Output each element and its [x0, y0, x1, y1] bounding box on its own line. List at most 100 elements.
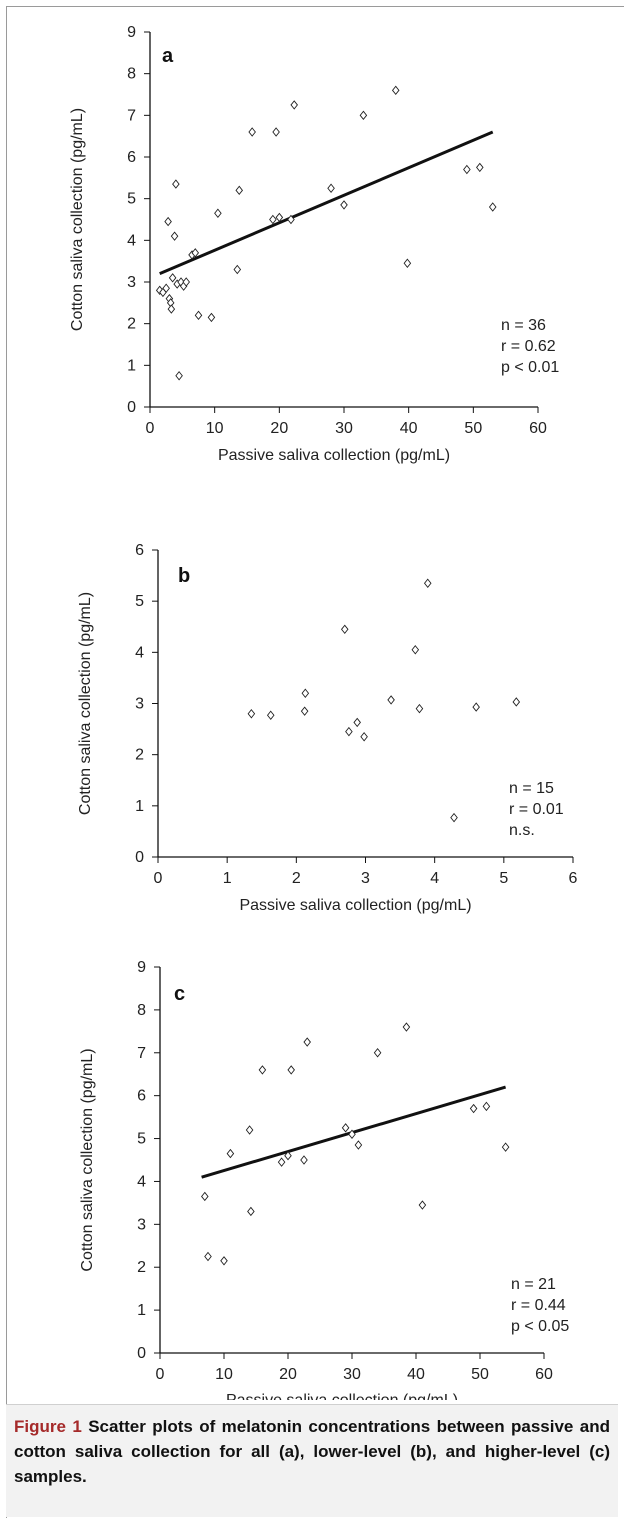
- y-axis-label: Cotton saliva collection (pg/mL): [79, 1048, 96, 1271]
- data-point: [266, 710, 275, 720]
- data-point: [472, 702, 480, 712]
- data-point: [275, 212, 284, 223]
- stat-annotation: p < 0.05: [511, 1318, 569, 1335]
- data-point: [501, 1142, 510, 1152]
- data-point: [284, 1150, 292, 1161]
- stat-annotation: n.s.: [509, 822, 535, 839]
- x-axis-label: Passive saliva collection (pg/mL): [218, 447, 450, 464]
- data-point: [226, 1148, 235, 1159]
- data-point: [290, 100, 298, 110]
- data-point: [164, 216, 172, 227]
- data-point: [482, 1101, 491, 1112]
- x-tick-label: 5: [499, 870, 508, 887]
- data-point: [207, 312, 216, 323]
- data-point: [373, 1048, 382, 1058]
- data-point: [391, 85, 400, 96]
- y-tick-label: 1: [127, 357, 136, 374]
- y-tick-label: 3: [127, 274, 136, 291]
- caption-text: Scatter plots of melatonin concentration…: [14, 1417, 610, 1486]
- y-tick-label: 6: [135, 542, 144, 559]
- data-point: [463, 164, 471, 175]
- data-point: [348, 1129, 356, 1139]
- x-tick-label: 6: [569, 870, 578, 887]
- data-point: [287, 214, 295, 225]
- stat-annotation: n = 36: [501, 317, 546, 334]
- data-point: [415, 703, 424, 714]
- y-tick-label: 4: [137, 1173, 146, 1190]
- y-tick-label: 2: [135, 747, 144, 764]
- data-point: [162, 283, 170, 293]
- y-axis-label: Cotton saliva collection (pg/mL): [69, 108, 86, 331]
- data-point: [340, 200, 348, 210]
- x-axis-label: Passive saliva collection (pg/mL): [226, 1392, 458, 1400]
- y-axis-label: Cotton saliva collection (pg/mL): [77, 592, 94, 815]
- data-point: [354, 1140, 363, 1150]
- stat-annotation: r = 0.44: [511, 1297, 566, 1314]
- x-tick-label: 10: [206, 420, 224, 437]
- stat-annotation: r = 0.62: [501, 338, 556, 355]
- y-tick-label: 1: [137, 1302, 146, 1319]
- data-point: [168, 273, 177, 283]
- caption-lead: Figure 1: [14, 1417, 82, 1436]
- data-point: [359, 110, 368, 121]
- y-tick-label: 4: [135, 644, 144, 661]
- y-tick-label: 2: [137, 1259, 146, 1276]
- x-tick-label: 1: [223, 870, 232, 887]
- data-point: [233, 264, 242, 275]
- y-tick-label: 0: [137, 1345, 146, 1362]
- x-tick-label: 20: [270, 420, 288, 437]
- stat-annotation: r = 0.01: [509, 801, 564, 818]
- data-point: [235, 185, 244, 196]
- y-tick-label: 9: [127, 24, 136, 41]
- x-tick-label: 10: [215, 1366, 233, 1383]
- data-point: [353, 717, 361, 728]
- data-point: [247, 1206, 255, 1217]
- data-point: [258, 1065, 267, 1075]
- data-point: [418, 1200, 427, 1210]
- x-tick-label: 60: [529, 420, 547, 437]
- data-point: [245, 1125, 254, 1135]
- data-point: [469, 1103, 478, 1114]
- y-tick-label: 8: [137, 1002, 146, 1019]
- y-tick-label: 0: [135, 849, 144, 866]
- figure-caption: Figure 1 Scatter plots of melatonin conc…: [14, 1414, 610, 1489]
- caption-box: [6, 1404, 618, 1517]
- x-tick-label: 0: [146, 420, 155, 437]
- data-point: [191, 248, 200, 258]
- y-tick-label: 6: [137, 1088, 146, 1105]
- data-point: [247, 709, 256, 719]
- data-point: [327, 183, 335, 193]
- y-tick-label: 3: [135, 696, 144, 713]
- y-tick-label: 1: [135, 798, 144, 815]
- data-point: [423, 578, 432, 588]
- data-point: [201, 1191, 209, 1202]
- data-point: [170, 231, 179, 241]
- data-point: [300, 706, 309, 716]
- data-point: [345, 726, 353, 737]
- data-point: [300, 1155, 308, 1165]
- x-tick-label: 0: [156, 1366, 165, 1383]
- data-point: [220, 1256, 228, 1266]
- panel-letter: c: [174, 983, 185, 1005]
- x-tick-label: 50: [464, 420, 482, 437]
- data-point: [175, 371, 183, 381]
- chart-panel-b: 0 1 2 3 4 5 6 0 1 2 3 4 5 6 Passive saliva collection …: [77, 542, 578, 914]
- y-tick-label: 5: [135, 593, 144, 610]
- x-tick-label: 20: [279, 1366, 297, 1383]
- trend-line: [159, 130, 494, 276]
- x-tick-label: 50: [471, 1366, 489, 1383]
- data-point: [450, 812, 458, 823]
- y-tick-label: 7: [137, 1045, 146, 1062]
- data-point: [194, 310, 203, 321]
- y-tick-label: 8: [127, 66, 136, 83]
- y-tick-label: 0: [127, 399, 136, 416]
- x-tick-label: 4: [430, 870, 439, 887]
- data-point: [387, 695, 395, 705]
- data-point: [214, 208, 222, 218]
- data-point: [269, 214, 277, 225]
- y-tick-label: 5: [127, 191, 136, 208]
- data-point: [182, 277, 190, 287]
- x-tick-label: 2: [292, 870, 301, 887]
- figure-frame: [6, 6, 624, 1518]
